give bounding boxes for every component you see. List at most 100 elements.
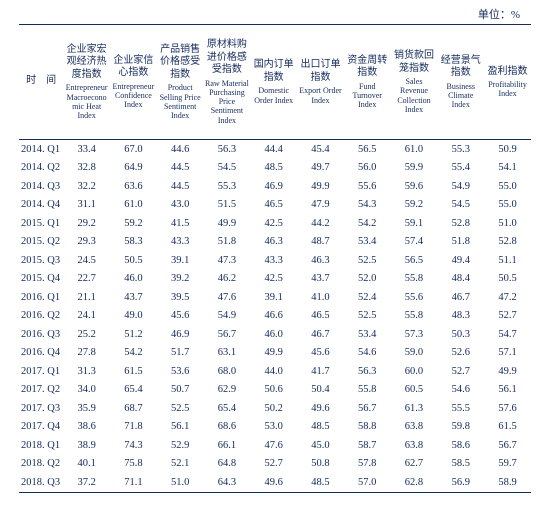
- cell-value: 46.0: [250, 325, 297, 344]
- cell-value: 54.7: [484, 325, 531, 344]
- col-cn: 原材料购进价格感受指数: [205, 39, 250, 77]
- col-en: Export Order Index: [298, 86, 343, 104]
- cell-value: 47.3: [204, 251, 251, 270]
- col-cn: 时 间: [20, 75, 62, 88]
- cell-value: 39.5: [157, 288, 204, 307]
- cell-value: 56.0: [344, 159, 391, 178]
- cell-value: 60.0: [391, 362, 438, 381]
- cell-value: 33.4: [63, 140, 110, 159]
- table-row: 2015. Q324.550.539.147.343.346.352.556.5…: [19, 251, 531, 270]
- table-row: 2018. Q138.974.352.966.147.645.058.763.8…: [19, 436, 531, 455]
- cell-value: 58.8: [344, 418, 391, 437]
- cell-period: 2018. Q2: [19, 455, 63, 474]
- cell-value: 46.3: [297, 251, 344, 270]
- cell-value: 50.5: [110, 251, 157, 270]
- cell-value: 60.5: [391, 381, 438, 400]
- cell-value: 52.8: [437, 214, 484, 233]
- cell-value: 50.3: [437, 325, 484, 344]
- col-cn: 经营景气指数: [438, 55, 483, 80]
- cell-period: 2015. Q1: [19, 214, 63, 233]
- col-header: 销货款回笼指数Sales Revenue Collection Index: [391, 25, 438, 140]
- cell-value: 62.9: [204, 381, 251, 400]
- table-row: 2017. Q438.671.856.168.653.048.558.863.8…: [19, 418, 531, 437]
- cell-value: 44.5: [157, 159, 204, 178]
- cell-value: 59.1: [391, 214, 438, 233]
- cell-value: 57.8: [344, 455, 391, 474]
- col-header: 产品销售价格感受指数Product Selling Price Sentimen…: [157, 25, 204, 140]
- cell-value: 56.7: [484, 436, 531, 455]
- cell-value: 65.4: [204, 399, 251, 418]
- cell-value: 68.7: [110, 399, 157, 418]
- cell-value: 37.2: [63, 473, 110, 492]
- cell-value: 74.3: [110, 436, 157, 455]
- cell-value: 68.6: [204, 418, 251, 437]
- cell-period: 2014. Q3: [19, 177, 63, 196]
- cell-value: 55.8: [391, 270, 438, 289]
- cell-value: 63.1: [204, 344, 251, 363]
- table-head: 时 间企业家宏观经济热度指数Entrepreneur Macroeconomic…: [19, 25, 531, 140]
- cell-period: 2014. Q2: [19, 159, 63, 178]
- cell-value: 57.1: [484, 344, 531, 363]
- cell-value: 75.8: [110, 455, 157, 474]
- cell-value: 24.5: [63, 251, 110, 270]
- cell-value: 51.8: [204, 233, 251, 252]
- cell-period: 2016. Q4: [19, 344, 63, 363]
- cell-value: 34.0: [63, 381, 110, 400]
- cell-period: 2017. Q1: [19, 362, 63, 381]
- cell-value: 25.2: [63, 325, 110, 344]
- cell-value: 57.4: [391, 233, 438, 252]
- col-en: Product Selling Price Sentiment Index: [158, 83, 203, 120]
- cell-value: 56.7: [204, 325, 251, 344]
- cell-value: 41.0: [297, 288, 344, 307]
- cell-value: 52.7: [484, 307, 531, 326]
- col-cn: 销货款回笼指数: [392, 50, 437, 75]
- cell-value: 56.7: [344, 399, 391, 418]
- cell-value: 51.0: [157, 473, 204, 492]
- cell-value: 56.3: [344, 362, 391, 381]
- cell-value: 52.1: [157, 455, 204, 474]
- cell-value: 48.5: [297, 473, 344, 492]
- cell-value: 29.3: [63, 233, 110, 252]
- cell-value: 27.8: [63, 344, 110, 363]
- cell-value: 43.7: [110, 288, 157, 307]
- table-row: 2016. Q427.854.251.763.149.945.654.659.0…: [19, 344, 531, 363]
- cell-value: 46.7: [437, 288, 484, 307]
- cell-value: 41.7: [297, 362, 344, 381]
- cell-value: 42.5: [250, 270, 297, 289]
- cell-value: 50.5: [484, 270, 531, 289]
- cell-value: 46.9: [157, 325, 204, 344]
- cell-value: 49.9: [484, 362, 531, 381]
- cell-value: 61.0: [110, 196, 157, 215]
- cell-value: 51.1: [484, 251, 531, 270]
- cell-value: 45.6: [297, 344, 344, 363]
- cell-value: 46.2: [204, 270, 251, 289]
- col-cn: 企业家信心指数: [111, 55, 156, 80]
- cell-value: 59.8: [437, 418, 484, 437]
- cell-value: 58.6: [437, 436, 484, 455]
- cell-period: 2016. Q1: [19, 288, 63, 307]
- col-header: 资金周转指数Fund Turnover Index: [344, 25, 391, 140]
- col-en: Entrepreneur Confidence Index: [111, 82, 156, 110]
- cell-period: 2017. Q4: [19, 418, 63, 437]
- cell-period: 2014. Q4: [19, 196, 63, 215]
- cell-value: 59.2: [391, 196, 438, 215]
- cell-value: 58.3: [110, 233, 157, 252]
- index-table: 时 间企业家宏观经济热度指数Entrepreneur Macroeconomic…: [19, 24, 531, 493]
- cell-value: 53.0: [250, 418, 297, 437]
- cell-value: 52.8: [484, 233, 531, 252]
- cell-value: 56.3: [204, 140, 251, 159]
- cell-value: 46.9: [250, 177, 297, 196]
- cell-period: 2017. Q3: [19, 399, 63, 418]
- cell-value: 43.7: [297, 270, 344, 289]
- cell-value: 51.8: [437, 233, 484, 252]
- cell-value: 63.6: [110, 177, 157, 196]
- table-row: 2015. Q422.746.039.246.242.543.752.055.8…: [19, 270, 531, 289]
- table-row: 2014. Q332.263.644.555.346.949.955.659.6…: [19, 177, 531, 196]
- cell-value: 54.9: [437, 177, 484, 196]
- cell-value: 68.0: [204, 362, 251, 381]
- cell-value: 49.9: [250, 344, 297, 363]
- cell-value: 38.9: [63, 436, 110, 455]
- cell-value: 59.2: [110, 214, 157, 233]
- cell-value: 49.4: [437, 251, 484, 270]
- table-row: 2017. Q335.968.752.565.450.249.656.761.3…: [19, 399, 531, 418]
